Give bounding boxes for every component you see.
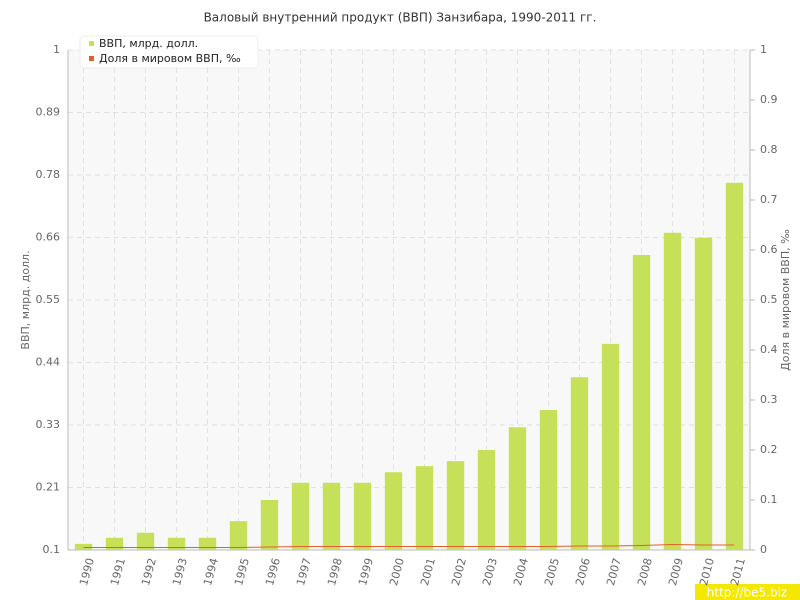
bar — [74, 543, 93, 550]
bar — [229, 521, 248, 550]
y-tick-label: 1 — [53, 43, 60, 56]
y2-tick-label: 0.2 — [760, 443, 778, 456]
bar — [322, 482, 341, 550]
x-tick-label: 1991 — [108, 557, 128, 587]
watermark-bg — [695, 584, 800, 600]
y-tick-label: 0.55 — [36, 293, 61, 306]
bar — [415, 466, 434, 550]
legend-box — [79, 35, 259, 69]
x-tick-label: 1993 — [170, 557, 190, 587]
x-tick-label: 2001 — [418, 557, 438, 587]
x-tick-label: 2005 — [542, 557, 562, 587]
y-tick-label: 0.44 — [36, 356, 61, 369]
bar — [260, 500, 279, 550]
x-tick-label: 2008 — [635, 557, 655, 587]
legend-swatch — [89, 41, 94, 46]
bar — [291, 482, 310, 550]
x-tick-label: 1992 — [139, 557, 159, 587]
x-tick-label: 1999 — [356, 557, 376, 587]
y2-tick-label: 0.3 — [760, 393, 778, 406]
y2-tick-label: 0.8 — [760, 143, 778, 156]
legend-label: ВВП, млрд. долл. — [99, 37, 198, 50]
bar — [725, 182, 744, 550]
x-tick-label: 2004 — [511, 557, 531, 587]
x-tick-label: 1996 — [263, 557, 283, 587]
bar — [384, 472, 403, 550]
x-tick-label: 1990 — [77, 557, 97, 587]
y2-tick-label: 0.9 — [760, 93, 778, 106]
legend-swatch — [89, 56, 94, 61]
watermark: http://be5.biz — [707, 586, 787, 600]
y2-tick-label: 0.6 — [760, 243, 778, 256]
bar — [136, 532, 155, 550]
bar — [508, 427, 527, 550]
x-tick-label: 2009 — [666, 557, 686, 587]
y-tick-label: 0.21 — [36, 481, 61, 494]
y-axis-label: ВВП, млрд. долл. — [19, 250, 32, 349]
x-tick-label: 2006 — [573, 557, 593, 587]
x-tick-label: 1994 — [201, 557, 221, 587]
x-tick-label: 2007 — [604, 557, 624, 587]
x-tick-label: 2003 — [480, 557, 500, 587]
bar — [353, 482, 372, 550]
y-tick-label: 0.1 — [43, 543, 61, 556]
bar — [167, 537, 186, 550]
x-tick-label: 2002 — [449, 557, 469, 587]
y2-tick-label: 0.4 — [760, 343, 778, 356]
y-tick-label: 0.78 — [36, 168, 61, 181]
bar — [632, 255, 651, 550]
line — [83, 543, 735, 548]
x-tick-label: 2010 — [697, 557, 717, 587]
bar — [694, 237, 713, 550]
y-tick-label: 0.89 — [36, 106, 61, 119]
chart-title: Валовый внутренний продукт (ВВП) Занзиба… — [204, 11, 597, 25]
y-tick-label: 0.33 — [36, 418, 61, 431]
bar — [198, 537, 217, 550]
x-tick-label: 1995 — [232, 557, 252, 587]
y2-tick-label: 1 — [760, 43, 767, 56]
bar — [105, 537, 124, 550]
bar — [446, 461, 465, 550]
bar — [539, 410, 558, 550]
bar — [570, 377, 589, 550]
y2-tick-label: 0.7 — [760, 193, 778, 206]
x-tick-label: 2011 — [728, 557, 748, 587]
bar — [663, 232, 682, 550]
y-tick-label: 0.66 — [36, 231, 61, 244]
y2-tick-label: 0 — [760, 543, 767, 556]
x-tick-label: 2000 — [387, 557, 407, 587]
x-tick-label: 1998 — [325, 557, 345, 587]
y2-tick-label: 0.5 — [760, 293, 778, 306]
y2-axis-label: Доля в мировом ВВП, ‰ — [779, 229, 792, 371]
bar — [601, 343, 620, 550]
bar — [477, 450, 496, 550]
x-tick-label: 1997 — [294, 557, 314, 587]
legend-label: Доля в мировом ВВП, ‰ — [99, 52, 241, 65]
y2-tick-label: 0.1 — [760, 493, 778, 506]
